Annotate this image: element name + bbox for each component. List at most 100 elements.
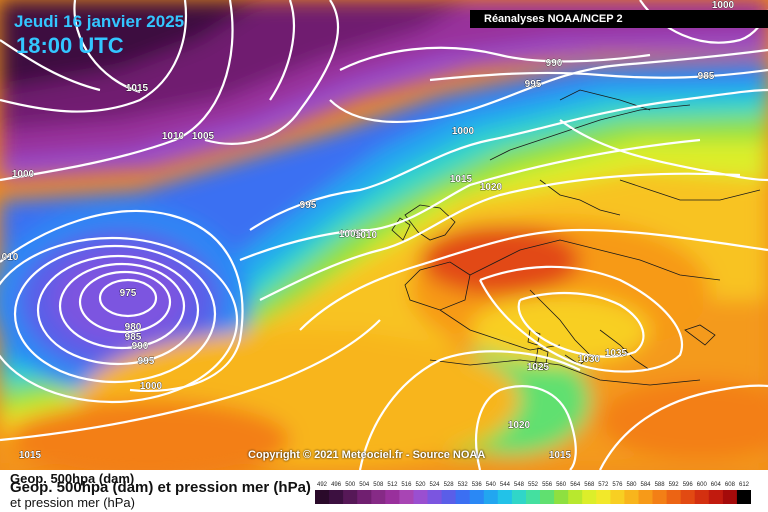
- isobar-label: 1025: [527, 362, 550, 373]
- scale-tick-label: 608: [725, 482, 736, 488]
- isobar-label: 1015: [19, 450, 42, 461]
- scale-swatch: [441, 490, 457, 504]
- scale-tick-label: 544: [500, 482, 511, 488]
- scale-tick-label: 560: [556, 482, 567, 488]
- scale-swatch: [722, 490, 738, 504]
- scale-swatch: [554, 490, 569, 504]
- scale-swatch: [666, 490, 682, 504]
- isobar-label: 975: [120, 288, 137, 299]
- isobar-label: 980: [125, 322, 142, 333]
- scale-tick-label: 592: [669, 482, 680, 488]
- color-scale: 492 496 500 504 508 512 516 520 524 528 532 536 540 5…: [315, 478, 751, 506]
- isobar-label: 1030: [578, 354, 601, 365]
- footer-line-3: et pression mer (hPa): [10, 495, 135, 510]
- isobar-label: 1000: [140, 381, 163, 392]
- isobar-label: 1015: [450, 174, 473, 185]
- scale-swatch: [329, 490, 344, 504]
- scale-swatch: [399, 490, 414, 504]
- isobar-label: 985: [698, 71, 715, 82]
- scale-swatch: [413, 490, 429, 504]
- scale-tick-label: 520: [415, 482, 426, 488]
- scale-swatch: [568, 490, 583, 504]
- scale-swatch: [680, 490, 696, 504]
- scale-swatch: [526, 490, 541, 504]
- isobar-label: 990: [132, 341, 149, 352]
- isobar-label: 1035: [605, 348, 628, 359]
- scale-tick-label: 584: [640, 482, 651, 488]
- scale-swatch: [315, 490, 330, 504]
- scale-tick-label: 532: [458, 482, 469, 488]
- scale-swatch: [694, 490, 710, 504]
- scale-tick-label: 536: [472, 482, 483, 488]
- scale-swatch: [455, 490, 471, 504]
- scale-swatch: [708, 490, 724, 504]
- scale-tick-label: 552: [528, 482, 539, 488]
- scale-tick-label: 600: [697, 482, 708, 488]
- scale-swatch: [652, 490, 668, 504]
- isobar-label: 990: [546, 58, 563, 69]
- coastlines: [391, 89, 761, 386]
- scale-swatch: [497, 490, 513, 504]
- scale-tick-label: 500: [345, 482, 356, 488]
- scale-tick-label: 596: [683, 482, 694, 488]
- scale-swatch: [483, 490, 499, 504]
- scale-swatch: [624, 490, 639, 504]
- scale-swatch: [357, 490, 372, 504]
- scale-swatch: [427, 490, 443, 504]
- scale-swatch: [469, 490, 485, 504]
- isobar-label: 1005: [339, 229, 362, 240]
- isobar-label: 1000: [712, 0, 735, 11]
- scale-tick-label: 524: [429, 482, 440, 488]
- isobar-label: 1010: [355, 230, 378, 241]
- isobar-label: 1020: [480, 182, 503, 193]
- scale-tick-label: 540: [486, 482, 497, 488]
- scale-swatch: [610, 490, 625, 504]
- scale-tick-label: 512: [387, 482, 398, 488]
- scale-swatch: [540, 490, 555, 504]
- scale-tick-label: 556: [542, 482, 553, 488]
- scale-tick-label: 528: [444, 482, 455, 488]
- geopotential-field: [0, 0, 768, 470]
- isobar-label: 985: [125, 332, 142, 343]
- isobar-label: 010: [2, 252, 19, 263]
- isobars: [0, 0, 768, 470]
- scale-swatch: [596, 490, 611, 504]
- isobar-label: 1010: [162, 131, 185, 142]
- scale-swatch: [371, 490, 386, 504]
- scale-tick-label: 588: [655, 482, 666, 488]
- isobar-label: 1015: [549, 450, 572, 461]
- isobar-label: 1015: [126, 83, 149, 94]
- scale-tick-label: 568: [584, 482, 595, 488]
- scale-swatch: [385, 490, 400, 504]
- source-label: Réanalyses NOAA/NCEP 2: [470, 10, 768, 28]
- scale-swatch: [582, 490, 597, 504]
- map-date: Jeudi 16 janvier 2025: [14, 12, 185, 31]
- scale-tick-label: 612: [739, 482, 750, 488]
- isobar-label: 1005: [192, 131, 215, 142]
- copyright-text: Copyright © 2021 Meteociel.fr - Source N…: [248, 449, 486, 461]
- map-time: 18:00 UTC: [16, 33, 124, 58]
- scale-tick-label: 508: [373, 482, 384, 488]
- footer-line-1: Geop. 500hpa (dam): [10, 471, 135, 486]
- scale-tick-label: 548: [514, 482, 525, 488]
- scale-swatch: [736, 490, 751, 504]
- isobar-label: 995: [300, 200, 317, 211]
- footer-line-2: Geop. 500hpa (dam) et pression mer (hPa): [10, 479, 311, 496]
- scale-tick-label: 580: [626, 482, 637, 488]
- scale-tick-label: 496: [331, 482, 342, 488]
- scale-swatch: [343, 490, 358, 504]
- scale-swatch: [511, 490, 527, 504]
- scale-tick-label: 572: [598, 482, 609, 488]
- isobar-label: 995: [525, 79, 542, 90]
- isobar-label: 1000: [452, 126, 475, 137]
- isobar-label: 1000: [12, 169, 35, 180]
- scale-tick-label: 564: [570, 482, 581, 488]
- scale-swatch: [638, 490, 654, 504]
- scale-tick-label: 576: [612, 482, 623, 488]
- isobar-label: 995: [138, 356, 155, 367]
- scale-tick-label: 604: [711, 482, 722, 488]
- scale-tick-label: 504: [359, 482, 370, 488]
